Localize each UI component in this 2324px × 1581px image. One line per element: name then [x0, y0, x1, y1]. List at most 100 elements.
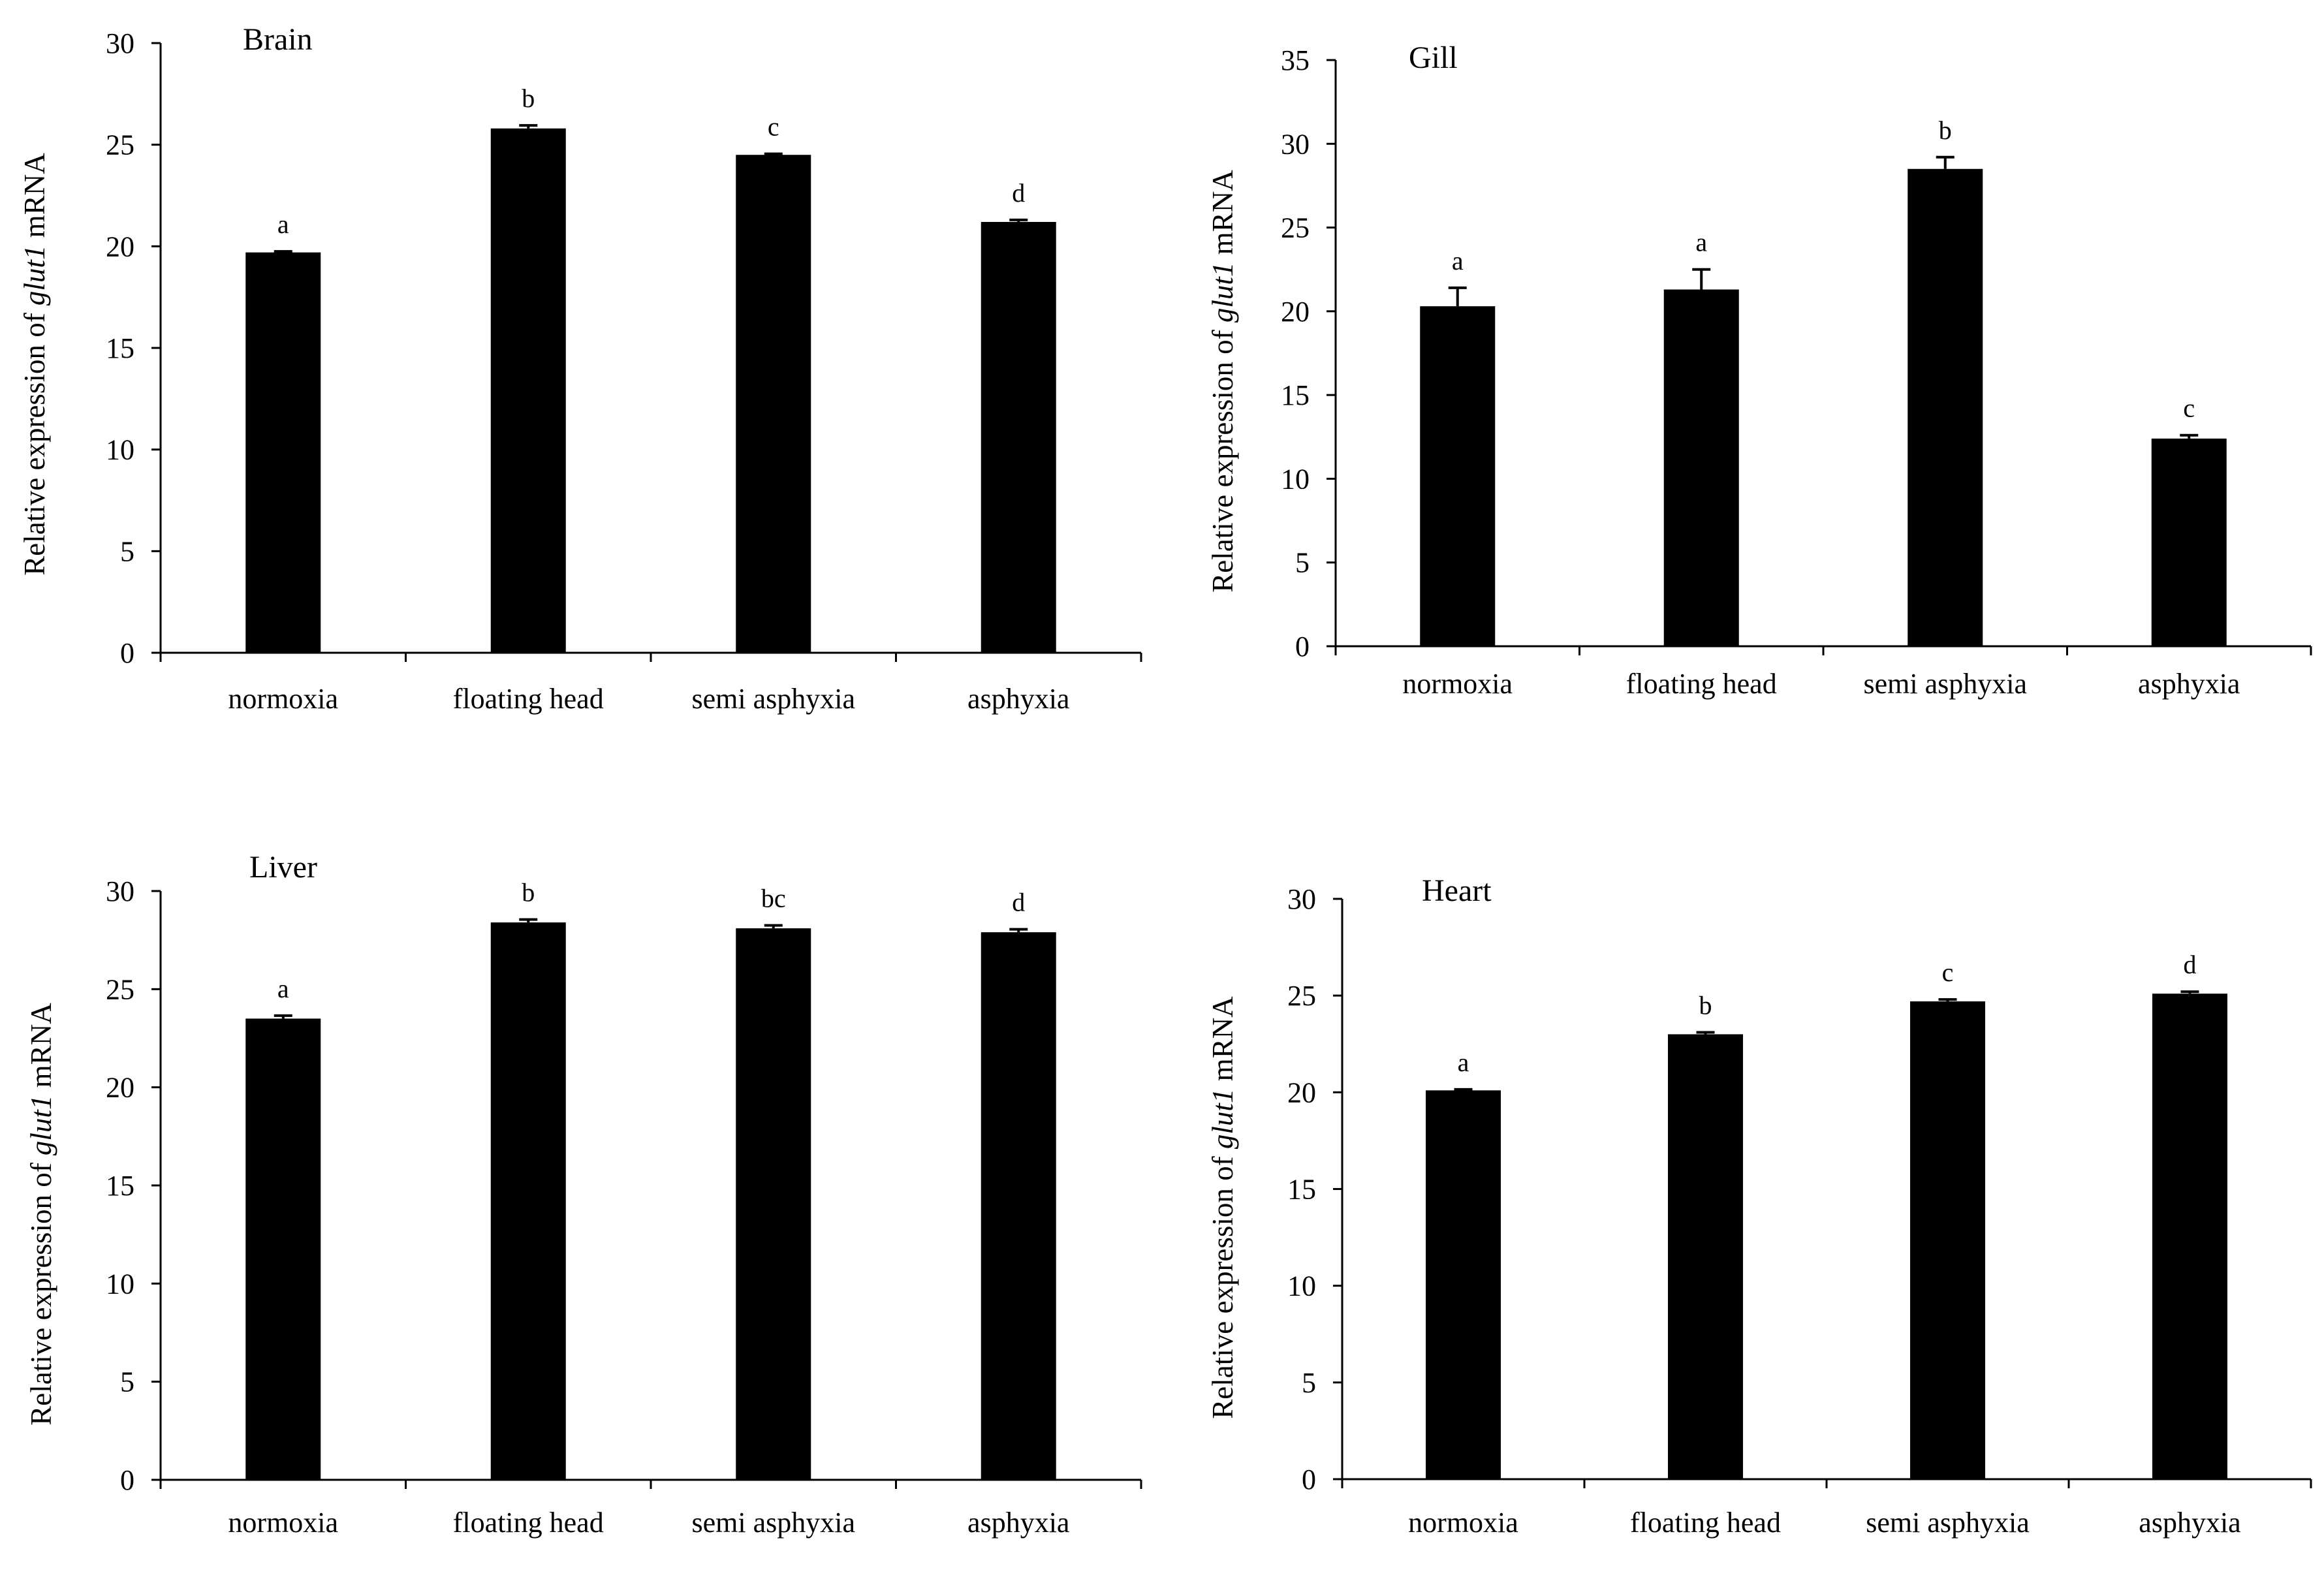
y-tick-label: 0 [120, 1464, 134, 1496]
category-label: asphyxia [967, 1507, 1069, 1539]
panel-title: Heart [1422, 873, 1492, 908]
y-axis-label-prefix: Relative expression of [1206, 1149, 1239, 1419]
y-tick-label: 0 [120, 637, 134, 669]
y-tick-label: 5 [1302, 1367, 1316, 1399]
bar-normoxia [245, 252, 321, 653]
y-axis-label-prefix: Relative expression of [1206, 322, 1239, 593]
significance-label: d [1012, 888, 1025, 917]
bar-semi-asphyxia [1910, 1001, 1985, 1479]
y-tick-label: 20 [106, 230, 134, 262]
y-tick-label: 0 [1302, 1464, 1316, 1495]
y-tick-label: 20 [1287, 1076, 1316, 1108]
bar-floating-head [1663, 289, 1739, 646]
y-axis-label-gene: glut1 [1206, 262, 1239, 323]
significance-label: c [768, 112, 779, 142]
category-label: floating head [1626, 668, 1777, 700]
significance-label: a [277, 210, 289, 239]
category-label: semi asphyxia [1863, 668, 2027, 700]
category-label: semi asphyxia [691, 1507, 855, 1539]
y-axis-label: Relative expression of glut1 mRNA [1206, 996, 1239, 1419]
category-label: floating head [453, 683, 604, 715]
significance-label: b [1699, 990, 1712, 1020]
y-tick-label: 25 [1281, 212, 1310, 244]
significance-label: d [1012, 178, 1025, 208]
significance-label: bc [761, 884, 786, 913]
y-axis-label-gene: glut1 [25, 1095, 57, 1156]
bar-floating-head [1668, 1034, 1743, 1479]
y-tick-label: 15 [1287, 1174, 1316, 1206]
category-label: normoxia [228, 1507, 338, 1539]
category-label: semi asphyxia [1866, 1507, 2030, 1539]
significance-label: b [522, 84, 535, 113]
chart-panel-gill: 0 5 10 15 20 25 30 35 a normoxia a floating head b se… [1206, 40, 2312, 700]
bar-asphyxia [981, 932, 1056, 1480]
y-axis-label-gene: glut1 [18, 245, 51, 306]
y-axis-label: Relative expression of glut1 mRNA [1206, 170, 1239, 593]
y-tick-label: 20 [106, 1072, 134, 1104]
bar-asphyxia [2151, 438, 2227, 646]
significance-label: c [1942, 958, 1954, 987]
category-label: asphyxia [2139, 1507, 2240, 1539]
category-label: floating head [1630, 1507, 1781, 1539]
y-axis-label: Relative expression of glut1 mRNA [18, 153, 51, 576]
panel-title: Gill [1409, 40, 1458, 75]
y-axis-label-suffix: mRNA [1206, 170, 1239, 262]
bar-normoxia [245, 1018, 321, 1480]
category-label: normoxia [228, 683, 338, 715]
y-tick-label: 15 [1281, 379, 1310, 411]
panel-title: Liver [249, 850, 317, 884]
y-axis-label-suffix: mRNA [18, 153, 51, 245]
y-tick-label: 10 [1287, 1270, 1316, 1302]
chart-panel-brain: 0 5 10 15 20 25 30 a normoxia b floating head c semi… [18, 22, 1142, 715]
y-tick-label: 30 [106, 27, 134, 59]
panel-title: Brain [243, 22, 313, 57]
category-label: normoxia [1408, 1507, 1518, 1539]
bar-floating-head [490, 128, 566, 653]
significance-label: a [277, 974, 289, 1003]
significance-label: a [1458, 1048, 1469, 1077]
y-tick-label: 5 [1295, 547, 1310, 579]
y-axis-label: Relative expression of glut1 mRNA [25, 1003, 57, 1426]
bar-semi-asphyxia [1908, 168, 1983, 646]
bar-normoxia [1420, 306, 1496, 646]
y-tick-label: 15 [106, 332, 134, 364]
category-label: asphyxia [2138, 668, 2240, 700]
category-label: semi asphyxia [691, 683, 855, 715]
y-tick-label: 35 [1281, 44, 1310, 76]
y-tick-label: 30 [1281, 128, 1310, 160]
significance-label: b [1939, 116, 1952, 145]
y-tick-label: 30 [1287, 883, 1316, 915]
y-tick-label: 10 [106, 434, 134, 466]
significance-label: d [2184, 950, 2197, 979]
y-axis-label-prefix: Relative expression of [25, 1155, 57, 1426]
y-tick-label: 25 [106, 973, 134, 1005]
bar-semi-asphyxia [736, 155, 811, 653]
category-label: floating head [453, 1507, 604, 1539]
y-tick-label: 25 [1287, 980, 1316, 1012]
y-tick-label: 15 [106, 1170, 134, 1202]
y-tick-label: 5 [120, 535, 134, 567]
y-tick-label: 25 [106, 129, 134, 161]
bar-asphyxia [2152, 994, 2227, 1479]
y-tick-label: 0 [1295, 631, 1310, 663]
y-tick-label: 20 [1281, 296, 1310, 328]
y-tick-label: 30 [106, 875, 134, 907]
chart-panel-liver: 0 5 10 15 20 25 30 a normoxia b floating head bc sem… [25, 850, 1142, 1539]
significance-label: a [1695, 228, 1707, 257]
y-tick-label: 10 [106, 1268, 134, 1300]
y-axis-label-gene: glut1 [1206, 1089, 1239, 1150]
y-axis-label-suffix: mRNA [1206, 996, 1239, 1089]
category-label: asphyxia [967, 683, 1069, 715]
bar-asphyxia [981, 221, 1056, 653]
y-axis-label-suffix: mRNA [25, 1003, 57, 1095]
significance-label: b [522, 878, 535, 907]
significance-label: c [2183, 394, 2195, 423]
chart-panel-heart: 0 5 10 15 20 25 30 a normoxia b floating head c semi… [1206, 873, 2312, 1539]
significance-label: a [1452, 246, 1464, 275]
bar-semi-asphyxia [736, 928, 811, 1480]
bar-floating-head [490, 922, 566, 1480]
y-tick-label: 10 [1281, 463, 1310, 495]
bar-normoxia [1426, 1090, 1501, 1479]
y-axis-label-prefix: Relative expression of [18, 305, 51, 576]
